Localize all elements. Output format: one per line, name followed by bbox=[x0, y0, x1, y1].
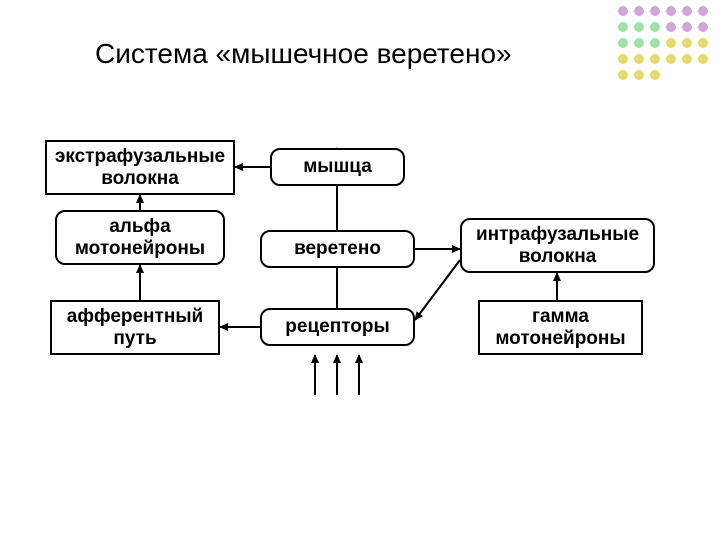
decor-dot bbox=[698, 54, 708, 64]
node-receptors: рецепторы bbox=[260, 308, 415, 346]
node-label: веретено bbox=[294, 238, 381, 260]
node-intrafusal: интрафузальные волокна bbox=[460, 218, 655, 273]
decor-dot bbox=[682, 38, 692, 48]
node-label: афферентный путь bbox=[67, 306, 203, 350]
node-muscle: мышца bbox=[270, 148, 405, 186]
node-afferent: афферентный путь bbox=[50, 300, 220, 355]
decor-dot bbox=[618, 54, 628, 64]
node-label: альфа мотонейроны bbox=[75, 216, 205, 260]
node-label: рецепторы bbox=[285, 316, 389, 338]
decor-dot bbox=[698, 22, 708, 32]
node-label: мышца bbox=[303, 156, 372, 178]
decor-dot bbox=[634, 6, 644, 16]
decor-dot bbox=[666, 6, 676, 16]
decor-dot bbox=[682, 6, 692, 16]
decor-dot bbox=[698, 38, 708, 48]
page-title: Система «мышечное веретено» bbox=[95, 38, 512, 70]
node-label: интрафузальные волокна bbox=[476, 224, 639, 268]
decor-dot bbox=[650, 54, 660, 64]
decor-dot bbox=[618, 22, 628, 32]
edge bbox=[415, 260, 460, 320]
decor-dot bbox=[634, 38, 644, 48]
decor-dot bbox=[618, 70, 628, 80]
decor-dot bbox=[682, 54, 692, 64]
decor-dot bbox=[650, 6, 660, 16]
decor-dot-grid bbox=[618, 6, 714, 86]
node-spindle: веретено bbox=[260, 230, 415, 268]
decor-dot bbox=[666, 22, 676, 32]
decor-dot bbox=[682, 22, 692, 32]
decor-dot bbox=[650, 70, 660, 80]
decor-dot bbox=[698, 6, 708, 16]
decor-dot bbox=[666, 38, 676, 48]
node-alpha: альфа мотонейроны bbox=[55, 210, 225, 265]
decor-dot bbox=[634, 22, 644, 32]
decor-dot bbox=[634, 70, 644, 80]
node-label: экстрафузальные волокна bbox=[55, 146, 225, 190]
decor-dot bbox=[634, 54, 644, 64]
decor-dot bbox=[666, 54, 676, 64]
node-gamma: гамма мотонейроны bbox=[478, 300, 643, 355]
decor-dot bbox=[618, 38, 628, 48]
node-extrafusal: экстрафузальные волокна bbox=[45, 140, 235, 195]
decor-dot bbox=[650, 22, 660, 32]
decor-dot bbox=[650, 38, 660, 48]
node-label: гамма мотонейроны bbox=[495, 306, 625, 350]
decor-dot bbox=[618, 6, 628, 16]
